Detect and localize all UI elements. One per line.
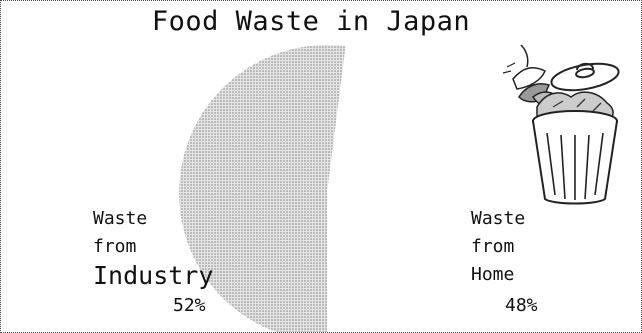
slice-label-home-line-1: Waste	[471, 208, 526, 229]
slice-label-industry-line-2: from	[93, 236, 137, 257]
slice-label-industry-line-1: Waste	[93, 208, 148, 229]
pie-slice-home	[327, 46, 475, 332]
pie-slice-industry	[179, 45, 346, 332]
slice-label-industry-line-3: Industry	[93, 261, 214, 290]
slice-label-home-line-2: from	[471, 236, 515, 257]
slice-label-industry: Waste from Industry	[93, 205, 213, 291]
slice-label-home-line-3: Home	[471, 264, 515, 285]
trash-can-icon	[502, 44, 620, 205]
slice-value-home: 48%	[505, 295, 538, 316]
chart-title: Food Waste in Japan	[151, 6, 471, 37]
slice-label-home: Waste from Home	[471, 205, 525, 289]
slice-value-industry: 52%	[173, 295, 206, 316]
